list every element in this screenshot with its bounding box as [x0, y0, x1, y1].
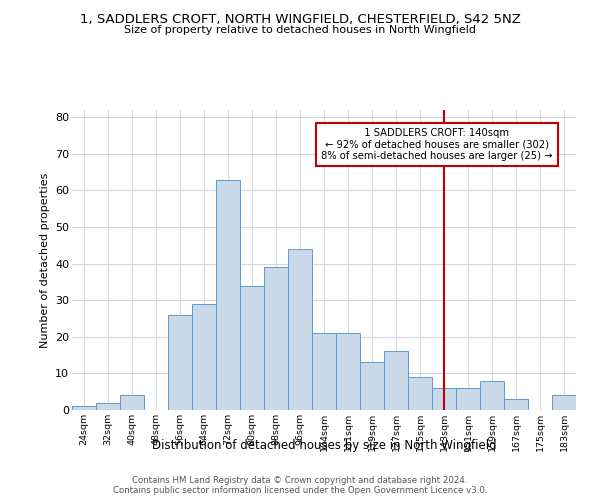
- Bar: [288, 249, 312, 410]
- Bar: [264, 268, 288, 410]
- Bar: [312, 333, 336, 410]
- Text: 1 SADDLERS CROFT: 140sqm  
← 92% of detached houses are smaller (302)
8% of semi: 1 SADDLERS CROFT: 140sqm ← 92% of detach…: [321, 128, 553, 162]
- Bar: [192, 304, 216, 410]
- Bar: [120, 396, 144, 410]
- Text: Contains HM Land Registry data © Crown copyright and database right 2024.: Contains HM Land Registry data © Crown c…: [132, 476, 468, 485]
- Bar: [552, 396, 576, 410]
- Bar: [240, 286, 264, 410]
- Bar: [456, 388, 480, 410]
- Bar: [432, 388, 456, 410]
- Bar: [216, 180, 240, 410]
- Text: Distribution of detached houses by size in North Wingfield: Distribution of detached houses by size …: [152, 440, 496, 452]
- Bar: [168, 315, 192, 410]
- Bar: [96, 402, 120, 410]
- Text: Contains public sector information licensed under the Open Government Licence v3: Contains public sector information licen…: [113, 486, 487, 495]
- Text: 1, SADDLERS CROFT, NORTH WINGFIELD, CHESTERFIELD, S42 5NZ: 1, SADDLERS CROFT, NORTH WINGFIELD, CHES…: [80, 12, 520, 26]
- Bar: [72, 406, 96, 410]
- Bar: [480, 380, 504, 410]
- Bar: [336, 333, 360, 410]
- Bar: [504, 399, 528, 410]
- Bar: [360, 362, 384, 410]
- Text: Size of property relative to detached houses in North Wingfield: Size of property relative to detached ho…: [124, 25, 476, 35]
- Bar: [408, 377, 432, 410]
- Bar: [384, 352, 408, 410]
- Y-axis label: Number of detached properties: Number of detached properties: [40, 172, 50, 348]
